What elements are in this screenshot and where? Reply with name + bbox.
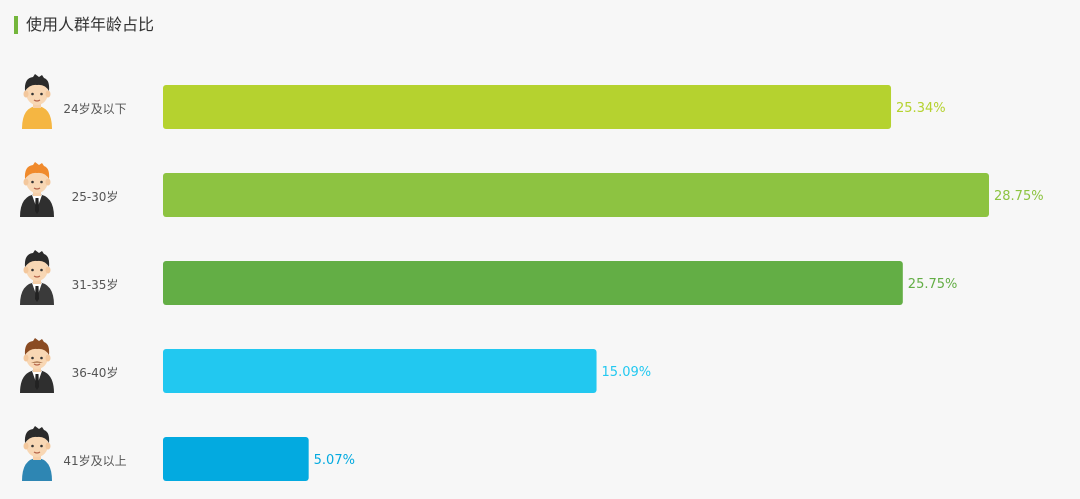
bar — [163, 173, 989, 217]
title-accent-bar — [14, 16, 18, 34]
young-man-orange-shirt-icon — [22, 74, 52, 129]
bar — [163, 437, 309, 481]
man-blue-shirt-icon — [22, 426, 52, 481]
value-label: 5.07% — [314, 453, 355, 468]
bar — [163, 261, 903, 305]
category-label: 36-40岁 — [72, 365, 119, 380]
chart-header: 使用人群年龄占比 — [14, 14, 154, 36]
value-label: 15.09% — [602, 365, 652, 380]
value-label: 28.75% — [994, 189, 1044, 204]
value-label: 25.75% — [908, 277, 958, 292]
man-orange-hair-suit-icon — [20, 162, 54, 217]
chart-title: 使用人群年龄占比 — [26, 15, 155, 34]
category-label: 25-30岁 — [72, 189, 119, 204]
man-mustache-suit-icon — [20, 338, 54, 393]
category-label: 31-35岁 — [72, 277, 119, 292]
category-label: 41岁及以上 — [63, 453, 126, 468]
bar — [163, 349, 597, 393]
category-label: 24岁及以下 — [63, 101, 126, 116]
value-label: 25.34% — [896, 101, 946, 116]
bar — [163, 85, 892, 129]
man-dark-hair-suit-icon — [20, 250, 54, 305]
